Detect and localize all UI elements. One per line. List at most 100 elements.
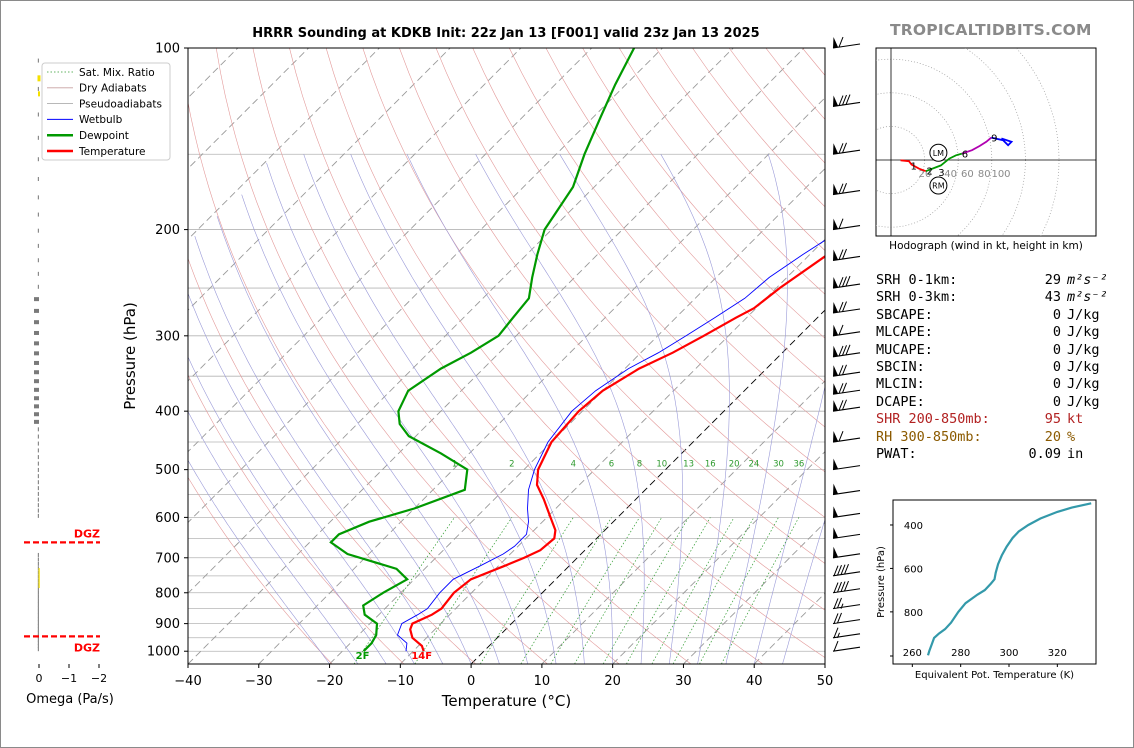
legend-label: Dry Adiabats bbox=[79, 83, 147, 95]
omega-bar bbox=[37, 243, 39, 248]
stat-unit: J/kg bbox=[1067, 324, 1100, 341]
stat-value: 0 bbox=[1052, 358, 1061, 375]
omega-bar bbox=[37, 602, 39, 607]
legend-label: Temperature bbox=[78, 146, 146, 158]
mix-ratio-label: 1 bbox=[452, 459, 457, 469]
omega-bar bbox=[38, 91, 40, 97]
omega-bar bbox=[37, 620, 39, 625]
omega-bar bbox=[37, 630, 39, 635]
omega-bar bbox=[37, 176, 39, 181]
stats-row: PWAT: 0.09 in bbox=[876, 446, 1126, 463]
moist-adiabat bbox=[188, 459, 330, 664]
theta-e-x-tick-label: 300 bbox=[999, 648, 1018, 659]
stat-value: 43 bbox=[1044, 289, 1061, 306]
omega-bar bbox=[37, 58, 39, 63]
omega-bar bbox=[34, 396, 39, 401]
wind-barb bbox=[832, 563, 861, 577]
stats-row: MLCAPE: 0 J/kg bbox=[876, 324, 1126, 341]
mix-ratio-line bbox=[550, 517, 640, 664]
dry-adiabat bbox=[509, 48, 825, 428]
stat-unit: m²s⁻² bbox=[1067, 272, 1108, 288]
mix-ratio-line bbox=[479, 517, 574, 664]
moist-adiabat bbox=[303, 154, 557, 664]
hodograph-height-label: 2 bbox=[926, 166, 932, 177]
theta-e-y-axis-label: Pressure (hPa) bbox=[876, 546, 887, 618]
isotherm-line bbox=[188, 48, 734, 594]
x-tick-label: 10 bbox=[534, 674, 551, 689]
omega-bar bbox=[37, 467, 39, 472]
wind-barbs bbox=[832, 36, 861, 652]
mix-ratio-label: 20 bbox=[729, 459, 740, 469]
wind-barb bbox=[832, 483, 861, 496]
stats-row: RH 300-850mb: 20% bbox=[876, 429, 1126, 446]
mix-ratio-line bbox=[520, 517, 612, 664]
wind-barb bbox=[832, 324, 861, 337]
theta-e-y-tick-label: 400 bbox=[904, 521, 923, 532]
moist-adiabat bbox=[194, 236, 444, 664]
chart-title: HRRR Sounding at KDKB Init: 22z Jan 13 [… bbox=[252, 26, 760, 41]
omega-bar bbox=[37, 590, 39, 595]
wind-barb bbox=[832, 382, 861, 395]
mix-ratio-label: 36 bbox=[793, 459, 804, 469]
y-tick-label: 200 bbox=[155, 223, 180, 238]
y-axis-label: Pressure (hPa) bbox=[121, 302, 139, 410]
dry-adiabat bbox=[188, 100, 548, 664]
stat-value: 0.09 bbox=[1028, 445, 1061, 462]
mix-ratio-line bbox=[672, 517, 755, 664]
stat-value: 0 bbox=[1052, 324, 1061, 341]
theta-e-y-tick-label: 600 bbox=[904, 564, 923, 575]
wind-barb bbox=[832, 527, 861, 539]
temperature-profile bbox=[409, 255, 825, 652]
omega-bar bbox=[37, 212, 39, 217]
y-tick-label: 400 bbox=[155, 405, 180, 420]
omega-bar bbox=[37, 552, 39, 557]
omega-bar bbox=[37, 497, 39, 502]
hodograph-height-label: 9 bbox=[991, 134, 997, 145]
stat-label: SRH 0-1km: bbox=[876, 272, 958, 288]
hodograph-height-label: 1 bbox=[910, 161, 916, 172]
omega-tick-label: −1 bbox=[61, 672, 77, 685]
wind-barb bbox=[832, 301, 861, 314]
omega-bar bbox=[37, 448, 39, 453]
legend-box bbox=[41, 62, 171, 161]
isotherm-line bbox=[188, 48, 522, 382]
omega-bar bbox=[37, 598, 39, 603]
stat-label: SBCIN: bbox=[876, 358, 925, 375]
stat-unit: J/kg bbox=[1067, 376, 1100, 393]
wetbulb-profile bbox=[396, 239, 825, 652]
omega-bar bbox=[37, 434, 39, 439]
y-tick-label: 800 bbox=[155, 586, 180, 601]
omega-bar bbox=[37, 557, 39, 562]
mix-ratio-label: 6 bbox=[609, 459, 614, 469]
omega-bar bbox=[37, 637, 39, 642]
omega-bar bbox=[34, 370, 39, 375]
stat-value: 0 bbox=[1052, 376, 1061, 393]
y-tick-label: 100 bbox=[155, 42, 180, 57]
x-tick-label: 50 bbox=[817, 674, 834, 689]
wind-barb bbox=[832, 142, 861, 155]
theta-e-profile bbox=[926, 502, 1092, 656]
x-tick-label: 20 bbox=[604, 674, 621, 689]
x-tick-label: −10 bbox=[387, 674, 414, 689]
omega-panel: DGZ DGZ 0 −1 −2 Omega (Pa/s) bbox=[24, 58, 114, 707]
isotherm-line bbox=[541, 380, 825, 664]
isotherm-line bbox=[400, 238, 825, 664]
stat-value: 0 bbox=[1052, 393, 1061, 410]
omega-bar bbox=[37, 474, 39, 479]
stat-label: MUCAPE: bbox=[876, 341, 933, 358]
wind-barb bbox=[832, 364, 861, 377]
brand-watermark: TROPICALTIDBITS.COM bbox=[890, 21, 1092, 39]
moist-adiabat bbox=[241, 194, 500, 664]
y-tick-label: 700 bbox=[155, 551, 180, 566]
moist-adiabat bbox=[266, 162, 528, 664]
omega-bar bbox=[34, 412, 39, 417]
y-tick-label: 1000 bbox=[147, 645, 180, 660]
stat-unit: kt bbox=[1067, 411, 1084, 428]
omega-bar bbox=[37, 284, 39, 289]
dry-adiabat bbox=[435, 48, 825, 518]
theta-e-x-axis-label: Equivalent Pot. Temperature (K) bbox=[915, 670, 1074, 681]
omega-bar bbox=[37, 508, 39, 513]
hodograph-segment bbox=[900, 159, 927, 173]
stat-label: SRH 0-3km: bbox=[876, 289, 958, 306]
mix-ratio-line bbox=[651, 517, 735, 664]
